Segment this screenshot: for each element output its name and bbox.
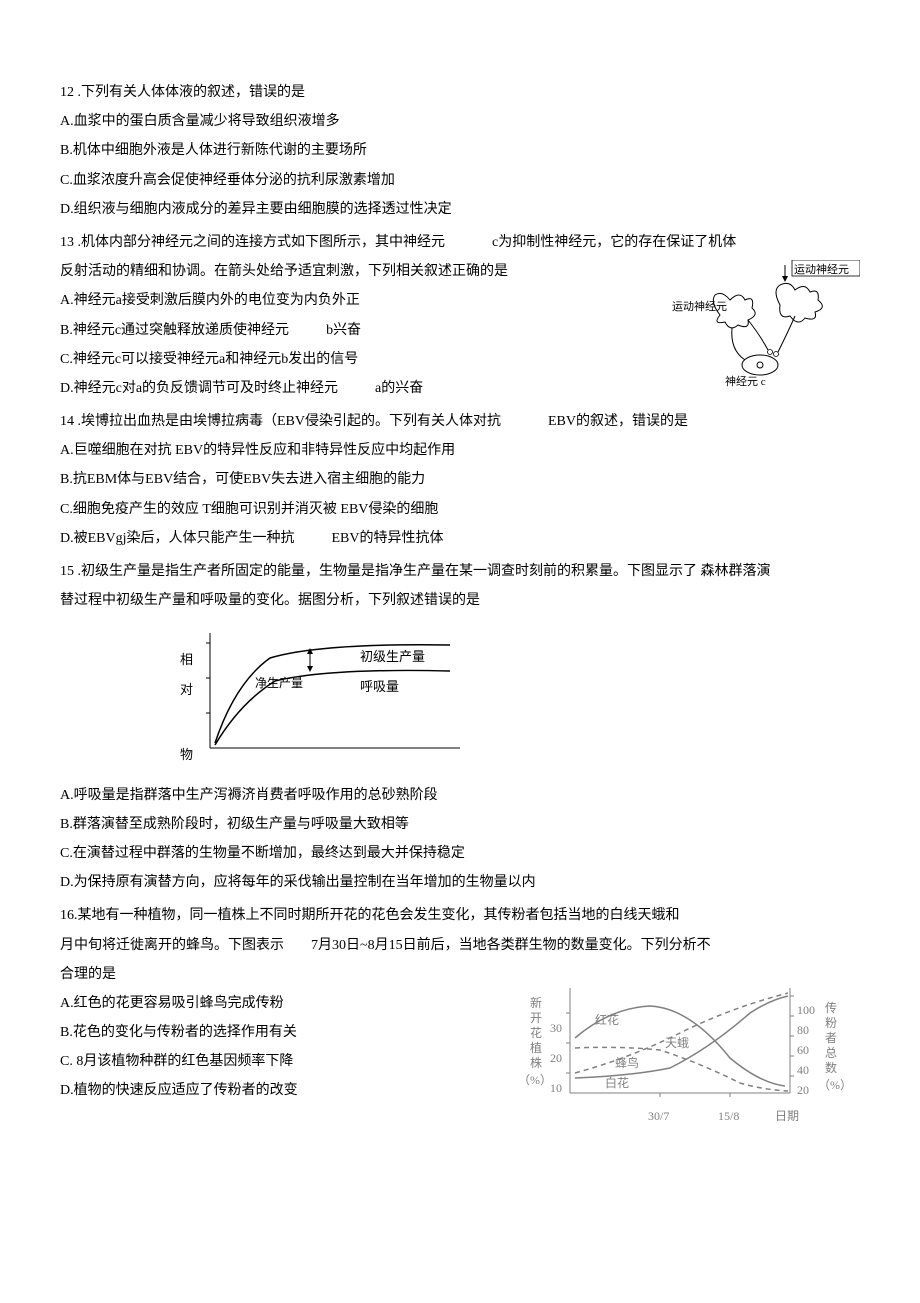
q13-fig-label-b: 神经元 c <box>725 373 766 393</box>
q15-mid-label: 净生产量 <box>255 673 303 695</box>
q15-option-b: B.群落演替至成熟阶段时，初级生产量与呼吸量大致相等 <box>60 812 860 837</box>
q16-yl-6: （%） <box>518 1070 552 1092</box>
q14-option-a: A.巨噬细胞在对抗 EBV的特异性反应和非特异性反应中均起作用 <box>60 438 860 463</box>
q15-option-c: C.在演替过程中群落的生物量不断增加，最终达到最大并保持稳定 <box>60 841 860 866</box>
q15-curve1-label: 初级生产量 <box>360 645 425 668</box>
q16-ylt-30: 30 <box>550 1018 562 1040</box>
q12-option-a: A.血浆中的蛋白质含量减少将导致组织液增多 <box>60 109 860 134</box>
q16-yrt-40: 40 <box>797 1060 809 1082</box>
q12-stem: 12 .下列有关人体体液的叙述，错误的是 <box>60 80 860 105</box>
q14-stem-p2: EBV的叙述，错误的是 <box>548 414 688 429</box>
q16-series-bird: 蜂鸟 <box>615 1053 639 1075</box>
q16-stem2-p1: 月中旬将迁徙离开的蜂鸟。下图表示 <box>60 938 284 953</box>
q16-ylt-20: 20 <box>550 1048 562 1070</box>
q15-chart: 相 对 物 初级生产量 呼吸量 净生产量 <box>160 623 860 772</box>
q15-stem2: 替过程中初级生产量和呼吸量的变化。据图分析，下列叙述错误的是 <box>60 588 860 613</box>
q16-xt-1: 30/7 <box>648 1106 669 1128</box>
question-16: 16.某地有一种植物，同一植株上不同时期所开花的花色会发生变化，其传粉者包括当地… <box>60 903 860 1103</box>
q16-yrt-60: 60 <box>797 1040 809 1062</box>
q13-fig-label-tl: 运动神经元 <box>672 298 727 318</box>
q14-option-c: C.细胞免疫产生的效应 T细胞可识别并消灭被 EBV侵染的细胞 <box>60 497 860 522</box>
q16-series-white: 白花 <box>605 1073 629 1095</box>
q13-d-p2: a的兴奋 <box>375 381 423 396</box>
q14-option-d: D.被EBVgj染后，人体只能产生一种抗 EBV的特异性抗体 <box>60 526 860 551</box>
q16-xt-3: 日期 <box>775 1106 799 1128</box>
q16-yrt-80: 80 <box>797 1020 809 1042</box>
q13-b-p2: b兴奋 <box>326 323 361 338</box>
q16-xt-2: 15/8 <box>718 1106 739 1128</box>
q13-stem-p2: c为抑制性神经元，它的存在保证了机体 <box>492 235 736 250</box>
q13-stem: 13 .机体内部分神经元之间的连接方式如下图所示，其中神经元 c为抑制性神经元，… <box>60 230 860 255</box>
q16-stem2: 月中旬将迁徙离开的蜂鸟。下图表示 7月30日~8月15日前后，当地各类群生物的数… <box>60 933 860 958</box>
q16-stem1: 16.某地有一种植物，同一植株上不同时期所开花的花色会发生变化，其传粉者包括当地… <box>60 903 860 928</box>
q16-stem2-p2: 7月30日~8月15日前后，当地各类群生物的数量变化。下列分析不 <box>311 938 711 953</box>
q16-yrt-20: 20 <box>797 1080 809 1102</box>
q13-d-p1: D.神经元c对a的负反馈调节可及时终止神经元 <box>60 381 338 396</box>
question-13: 13 .机体内部分神经元之间的连接方式如下图所示，其中神经元 c为抑制性神经元，… <box>60 230 860 401</box>
q16-series-red: 红花 <box>595 1010 619 1032</box>
q13-stem-p1: 13 .机体内部分神经元之间的连接方式如下图所示，其中神经元 <box>60 235 445 250</box>
q16-ylt-10: 10 <box>550 1078 562 1100</box>
q14-stem: 14 .埃博拉出血热是由埃博拉病毒（EBV侵染引起的。下列有关人体对抗 EBV的… <box>60 409 860 434</box>
q13-figure: 运动神经元 运动神经元 神经元 c <box>660 260 860 390</box>
q14-stem-p1: 14 .埃博拉出血热是由埃博拉病毒（EBV侵染引起的。下列有关人体对抗 <box>60 414 501 429</box>
q15-ylabel-3: 物 <box>180 743 193 766</box>
q16-yrt-100: 100 <box>797 1000 815 1022</box>
q16-chart: 新 开 花 植 株 （%） 10 20 30 传 粉 者 总 数 （%） 100… <box>500 978 860 1118</box>
q12-option-d: D.组织液与细胞内液成分的差异主要由细胞膜的选择透过性决定 <box>60 197 860 222</box>
question-14: 14 .埃博拉出血热是由埃博拉病毒（EBV侵染引起的。下列有关人体对抗 EBV的… <box>60 409 860 551</box>
q16-yr-6: （%） <box>818 1075 852 1097</box>
q15-curve2-label: 呼吸量 <box>360 675 399 698</box>
q15-ylabel-2: 对 <box>180 678 193 701</box>
q15-option-d: D.为保持原有演替方向，应将每年的采伐输出量控制在当年增加的生物量以内 <box>60 870 860 895</box>
q14-option-b: B.抗EBM体与EBV结合，可使EBV失去进入宿主细胞的能力 <box>60 467 860 492</box>
q13-b-p1: B.神经元c通过突触释放递质使神经元 <box>60 323 289 338</box>
q14-d-p2: EBV的特异性抗体 <box>332 531 444 546</box>
q13-fig-label-tr: 运动神经元 <box>794 261 849 281</box>
question-12: 12 .下列有关人体体液的叙述，错误的是 A.血浆中的蛋白质含量减少将导致组织液… <box>60 80 860 222</box>
q15-option-a: A.呼吸量是指群落中生产泻褥济肖费者呼吸作用的总砂熟阶段 <box>60 783 860 808</box>
q15-stem1: 15 .初级生产量是指生产者所固定的能量，生物量是指净生产量在某一调查时刻前的积… <box>60 559 860 584</box>
q14-d-p1: D.被EBVgj染后，人体只能产生一种抗 <box>60 531 295 546</box>
q12-option-c: C.血浆浓度升高会促使神经垂体分泌的抗利尿激素增加 <box>60 168 860 193</box>
question-15: 15 .初级生产量是指生产者所固定的能量，生物量是指净生产量在某一调查时刻前的积… <box>60 559 860 895</box>
q16-series-moth: 天蛾 <box>665 1033 689 1055</box>
q12-option-b: B.机体中细胞外液是人体进行新陈代谢的主要场所 <box>60 138 860 163</box>
q15-ylabel-1: 相 <box>180 648 193 671</box>
